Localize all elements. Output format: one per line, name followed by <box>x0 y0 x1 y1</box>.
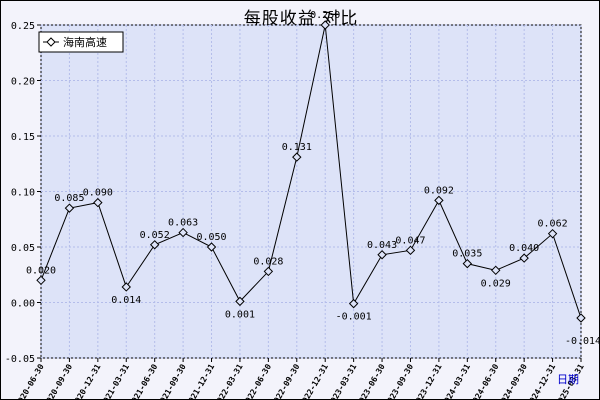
data-label: 0.047 <box>395 235 425 246</box>
data-point <box>64 203 75 213</box>
x-tick-label: 2023-09-30 <box>383 362 415 400</box>
data-label: 0.090 <box>83 188 113 199</box>
data-label: 0.020 <box>26 265 56 276</box>
x-tick-label: 2020-06-30 <box>14 362 46 400</box>
y-tick-label: 0.25 <box>11 21 35 32</box>
y-tick-label: 0.05 <box>11 243 35 254</box>
x-tick-label: 2021-12-31 <box>184 362 216 400</box>
x-tick-label: 2022-03-31 <box>213 362 245 400</box>
data-point <box>462 258 473 269</box>
data-point <box>377 250 387 260</box>
legend-entry: 海南高速 <box>63 35 107 49</box>
x-tick-label: 2020-12-31 <box>71 362 103 400</box>
x-tick-label: 2023-03-31 <box>326 362 358 400</box>
data-point <box>263 266 274 277</box>
x-tick-label: 2021-09-30 <box>156 362 188 400</box>
y-tick-label: 0.20 <box>11 77 35 88</box>
x-tick-label: 2021-03-31 <box>99 362 131 400</box>
data-point <box>121 282 131 292</box>
data-label: 0.085 <box>54 193 84 204</box>
data-label: 0.001 <box>225 309 255 320</box>
data-point <box>178 227 188 238</box>
data-point <box>149 240 160 250</box>
data-point <box>519 253 529 263</box>
data-label: 0.040 <box>509 243 539 254</box>
data-label: 0.014 <box>111 295 141 306</box>
data-label: 0.131 <box>282 142 312 153</box>
data-point <box>320 20 330 30</box>
data-point <box>235 296 245 307</box>
data-point <box>405 245 416 256</box>
x-axis-label: 日期 <box>557 373 579 386</box>
data-label: 0.028 <box>253 256 283 267</box>
x-tick-label: 2022-06-30 <box>241 362 273 400</box>
x-tick-label: 2024-06-30 <box>469 362 501 400</box>
data-point <box>434 195 444 206</box>
data-label: -0.001 <box>336 312 372 323</box>
data-label: 0.250 <box>310 10 340 21</box>
x-tick-label: 2024-12-31 <box>525 362 557 400</box>
data-label: -0.014 <box>565 336 600 347</box>
y-tick-label: 0.15 <box>11 132 35 143</box>
data-point <box>292 152 302 162</box>
x-tick-label: 2020-09-30 <box>42 362 74 400</box>
y-tick-label: -0.05 <box>5 354 35 365</box>
data-point <box>491 265 501 276</box>
y-tick-label: 0.10 <box>11 188 35 199</box>
x-tick-label: 2022-12-31 <box>298 362 330 400</box>
x-tick-label: 2023-12-31 <box>412 362 444 400</box>
data-label: 0.052 <box>140 230 170 241</box>
data-label: 0.092 <box>424 185 454 196</box>
data-label: 0.050 <box>196 232 226 243</box>
data-label: 0.062 <box>538 219 568 230</box>
x-tick-label: 2024-09-30 <box>497 362 529 400</box>
x-tick-label: 2023-06-30 <box>355 362 387 400</box>
y-tick-label: 0.00 <box>11 299 35 310</box>
series-line <box>40 24 582 319</box>
data-label: 0.035 <box>452 249 482 260</box>
data-point <box>348 298 359 309</box>
data-label: 0.043 <box>367 240 397 251</box>
data-point <box>576 313 586 323</box>
data-label: 0.029 <box>481 278 511 289</box>
data-point <box>93 197 103 208</box>
data-point <box>36 275 46 286</box>
legend-marker <box>46 37 56 47</box>
legend-box <box>38 31 124 53</box>
x-tick-label: 2024-03-31 <box>440 362 472 400</box>
x-tick-label: 2021-06-30 <box>128 362 160 400</box>
data-point <box>547 228 558 239</box>
data-label: 0.063 <box>168 218 198 229</box>
data-point <box>206 242 217 252</box>
x-tick-label: 2022-09-30 <box>270 362 302 400</box>
